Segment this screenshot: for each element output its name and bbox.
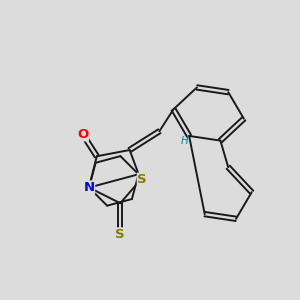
Text: O: O: [77, 128, 88, 141]
Text: S: S: [116, 228, 125, 241]
Text: N: N: [83, 181, 94, 194]
Text: H: H: [181, 136, 188, 146]
Text: S: S: [137, 173, 147, 186]
